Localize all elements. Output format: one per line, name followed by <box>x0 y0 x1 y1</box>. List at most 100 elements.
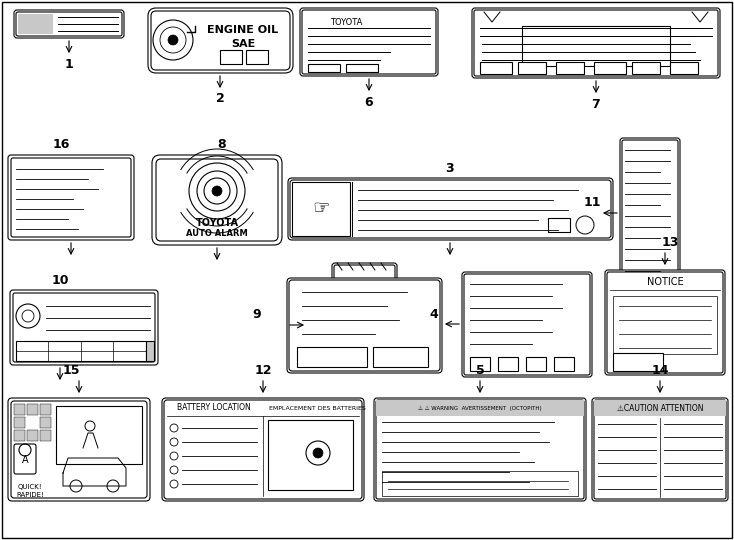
Bar <box>526 357 546 371</box>
Bar <box>268 420 353 490</box>
Text: 11: 11 <box>584 197 600 210</box>
Text: 2: 2 <box>216 92 225 105</box>
FancyBboxPatch shape <box>594 400 726 499</box>
Text: EMPLACEMENT DES BATTERIES: EMPLACEMENT DES BATTERIES <box>269 406 366 410</box>
Text: A: A <box>22 455 29 465</box>
FancyBboxPatch shape <box>290 180 611 238</box>
FancyBboxPatch shape <box>374 398 586 501</box>
FancyBboxPatch shape <box>16 12 122 36</box>
Text: ENGINE OIL: ENGINE OIL <box>208 25 279 35</box>
FancyBboxPatch shape <box>11 158 131 237</box>
Bar <box>346 64 378 72</box>
Bar <box>376 400 584 416</box>
Bar <box>556 62 584 74</box>
FancyBboxPatch shape <box>148 8 293 73</box>
Bar <box>670 62 698 74</box>
Bar <box>14 430 25 441</box>
Bar <box>518 62 546 74</box>
Text: BATTERY LOCATION: BATTERY LOCATION <box>177 403 251 413</box>
Text: 6: 6 <box>365 96 374 109</box>
Text: NOTICE: NOTICE <box>647 277 683 287</box>
Bar <box>27 430 38 441</box>
Text: AUTO ALARM: AUTO ALARM <box>186 228 248 238</box>
FancyBboxPatch shape <box>10 290 158 365</box>
Circle shape <box>313 448 323 458</box>
Bar <box>246 50 268 64</box>
Bar <box>613 296 717 354</box>
Text: 14: 14 <box>651 363 669 376</box>
Bar <box>594 62 626 74</box>
Bar <box>522 26 670 66</box>
FancyBboxPatch shape <box>156 159 278 241</box>
FancyBboxPatch shape <box>14 444 36 474</box>
FancyBboxPatch shape <box>162 398 364 501</box>
FancyBboxPatch shape <box>8 155 134 240</box>
FancyBboxPatch shape <box>332 263 397 281</box>
FancyBboxPatch shape <box>474 10 718 76</box>
Bar <box>292 182 350 236</box>
Text: 8: 8 <box>218 138 226 152</box>
Bar <box>56 406 142 464</box>
FancyBboxPatch shape <box>14 10 124 38</box>
Text: 15: 15 <box>62 363 80 376</box>
Bar <box>146 341 154 361</box>
FancyBboxPatch shape <box>302 10 436 74</box>
FancyBboxPatch shape <box>11 401 147 498</box>
Text: QUICK!: QUICK! <box>18 484 43 490</box>
FancyBboxPatch shape <box>8 398 150 501</box>
FancyBboxPatch shape <box>472 8 720 78</box>
FancyBboxPatch shape <box>462 272 592 377</box>
FancyBboxPatch shape <box>605 270 725 375</box>
Text: TOYOTA: TOYOTA <box>195 218 239 228</box>
FancyBboxPatch shape <box>287 278 442 373</box>
FancyBboxPatch shape <box>300 8 438 76</box>
Bar <box>470 357 490 371</box>
Bar <box>40 417 51 428</box>
Bar <box>14 404 25 415</box>
Bar <box>554 357 574 371</box>
Bar <box>40 404 51 415</box>
Bar <box>632 62 660 74</box>
Text: 10: 10 <box>51 273 69 287</box>
Bar <box>548 218 570 232</box>
Text: 7: 7 <box>592 98 600 111</box>
FancyBboxPatch shape <box>288 178 613 240</box>
Text: 4: 4 <box>429 307 438 321</box>
Text: ☞: ☞ <box>312 199 330 219</box>
Bar <box>594 400 726 416</box>
Text: 9: 9 <box>252 308 261 321</box>
Bar <box>297 347 367 367</box>
Text: ⚠CAUTION ATTENTION: ⚠CAUTION ATTENTION <box>617 403 703 413</box>
Text: RAPIDE!: RAPIDE! <box>16 492 44 498</box>
Bar <box>498 357 518 371</box>
Text: 1: 1 <box>65 57 73 71</box>
FancyBboxPatch shape <box>376 400 584 499</box>
FancyBboxPatch shape <box>13 293 155 362</box>
Bar <box>14 417 25 428</box>
FancyBboxPatch shape <box>334 265 395 279</box>
FancyBboxPatch shape <box>607 272 723 373</box>
Text: 3: 3 <box>446 161 454 174</box>
Text: 16: 16 <box>52 138 70 152</box>
Bar <box>40 430 51 441</box>
Circle shape <box>168 35 178 45</box>
FancyBboxPatch shape <box>152 155 282 245</box>
FancyBboxPatch shape <box>464 274 590 375</box>
Bar <box>220 50 242 64</box>
Bar <box>373 347 428 367</box>
Text: TOYOTA: TOYOTA <box>330 18 363 27</box>
FancyBboxPatch shape <box>592 398 728 501</box>
FancyBboxPatch shape <box>289 280 440 371</box>
Text: SAE: SAE <box>231 39 255 49</box>
Bar <box>480 62 512 74</box>
Bar <box>308 64 340 72</box>
Bar <box>18 14 53 34</box>
FancyBboxPatch shape <box>164 400 362 499</box>
FancyBboxPatch shape <box>151 11 290 70</box>
Bar <box>27 404 38 415</box>
FancyBboxPatch shape <box>622 140 678 286</box>
Text: 12: 12 <box>254 363 272 376</box>
Text: ⚠ ⚠ WARNING  AVERTISSEMENT  (OCTOPITH): ⚠ ⚠ WARNING AVERTISSEMENT (OCTOPITH) <box>418 406 542 411</box>
Bar <box>16 341 146 361</box>
Circle shape <box>212 186 222 196</box>
